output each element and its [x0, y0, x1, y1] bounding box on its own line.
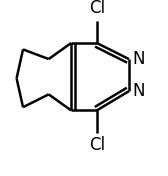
Text: Cl: Cl	[89, 136, 105, 154]
Text: Cl: Cl	[89, 0, 105, 17]
Text: N: N	[132, 50, 145, 68]
Text: N: N	[132, 82, 145, 100]
